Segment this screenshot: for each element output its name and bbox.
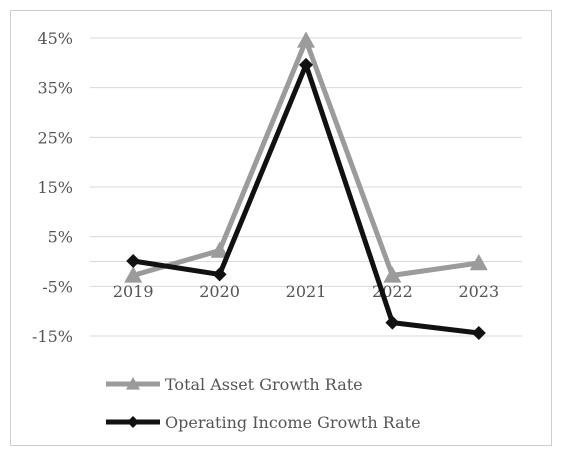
series-operating-income-growth (126, 57, 486, 341)
series-lines (124, 31, 488, 341)
gridlines (90, 37, 522, 337)
triangle-marker (469, 253, 488, 271)
x-tick-label: 2023 (458, 282, 499, 301)
legend-item-total-asset: Total Asset Growth Rate (106, 375, 363, 394)
x-axis-ticks: 2019 2020 2021 2022 2023 (113, 282, 499, 301)
series-line (132, 37, 480, 278)
legend-marker-triangle (126, 377, 140, 390)
x-tick-label: 2020 (199, 282, 240, 301)
triangle-marker (297, 31, 315, 48)
triangle-marker (124, 266, 143, 283)
legend-marker-diamond (127, 416, 139, 428)
diamond-marker (212, 267, 227, 282)
y-axis-ticks: 45% 35% 25% 15% 5% -5% -15% (32, 29, 73, 346)
chart-frame (10, 10, 552, 446)
y-tick-label: 45% (37, 29, 73, 48)
triangle-marker (210, 241, 229, 258)
triangle-marker (383, 266, 402, 283)
legend-item-operating-income: Operating Income Growth Rate (106, 413, 421, 432)
y-tick-label: 25% (37, 128, 73, 147)
legend-label-operating-income: Operating Income Growth Rate (165, 413, 421, 432)
diamond-marker (126, 254, 141, 269)
x-tick-label: 2019 (113, 282, 154, 301)
y-tick-label: 35% (37, 79, 73, 98)
y-tick-label: -5% (42, 277, 73, 296)
y-tick-label: 5% (48, 228, 73, 247)
legend-label-total-asset: Total Asset Growth Rate (165, 375, 363, 394)
series-total-asset-growth (124, 31, 488, 283)
y-tick-label: 15% (37, 178, 73, 197)
diamond-marker (299, 57, 313, 72)
legend: Total Asset Growth Rate Operating Income… (106, 375, 421, 432)
diamond-marker (385, 315, 400, 330)
y-tick-label: -15% (32, 327, 73, 346)
x-tick-label: 2021 (286, 282, 327, 301)
diamond-marker (471, 326, 486, 341)
